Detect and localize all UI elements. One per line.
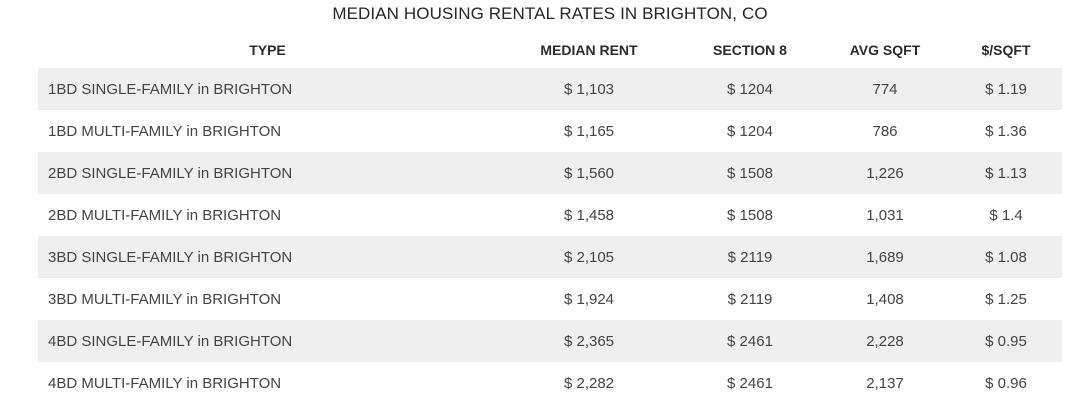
cell-price-per-sqft: $ 0.96 [985,374,1027,392]
table-row: 3BD SINGLE-FAMILY in BRIGHTON $ 2,105 $ 21… [38,236,1062,278]
cell-type: 4BD SINGLE-FAMILY in BRIGHTON [48,332,293,350]
table-row: 4BD MULTI-FAMILY in BRIGHTON $ 2,282 $ 246… [38,362,1062,404]
cell-price-per-sqft: $ 1.13 [985,164,1027,182]
cell-section-8: $ 2461 [727,374,773,392]
cell-median-rent: $ 2,365 [563,332,615,350]
cell-section-8: $ 2461 [727,332,773,350]
column-header-median-rent: MEDIAN RENT [540,42,638,58]
cell-avg-sqft: 786 [872,122,898,140]
cell-type: 1BD MULTI-FAMILY in BRIGHTON [48,122,282,140]
cell-avg-sqft: 1,408 [866,290,904,308]
table-row: 2BD MULTI-FAMILY in BRIGHTON $ 1,458 $ 150… [38,194,1062,236]
cell-median-rent: $ 1,924 [563,290,615,308]
cell-price-per-sqft: $ 1.19 [985,80,1027,98]
cell-median-rent: $ 1,103 [563,80,615,98]
cell-avg-sqft: 2,228 [866,332,904,350]
cell-avg-sqft: 774 [872,80,898,98]
cell-type: 2BD MULTI-FAMILY in BRIGHTON [48,206,282,224]
table-row: 1BD MULTI-FAMILY in BRIGHTON $ 1,165 $ 120… [38,110,1062,152]
cell-price-per-sqft: $ 1.25 [985,290,1027,308]
cell-price-per-sqft: $ 0.95 [985,332,1027,350]
cell-type: 1BD SINGLE-FAMILY in BRIGHTON [48,80,293,98]
cell-avg-sqft: 1,031 [866,206,904,224]
table-row: 2BD SINGLE-FAMILY in BRIGHTON $ 1,560 $ 15… [38,152,1062,194]
cell-section-8: $ 1204 [727,80,773,98]
table-row: 3BD MULTI-FAMILY in BRIGHTON $ 1,924 $ 211… [38,278,1062,320]
table-body: 1BD SINGLE-FAMILY in BRIGHTON $ 1,103 $ 12… [38,68,1062,404]
column-header-avg-sqft: AVG SQFT [849,42,921,58]
cell-avg-sqft: 1,226 [866,164,904,182]
column-header-section-8: SECTION 8 [713,42,787,58]
cell-type: 4BD MULTI-FAMILY in BRIGHTON [48,374,282,392]
cell-section-8: $ 1508 [727,164,773,182]
cell-median-rent: $ 1,458 [563,206,615,224]
table-row: 1BD SINGLE-FAMILY in BRIGHTON $ 1,103 $ 12… [38,68,1062,110]
table-row: 4BD SINGLE-FAMILY in BRIGHTON $ 2,365 $ 24… [38,320,1062,362]
column-header-type: TYPE [249,42,286,58]
column-header-price-per-sqft: $/SQFT [981,42,1031,58]
cell-price-per-sqft: $ 1.36 [985,122,1027,140]
cell-price-per-sqft: $ 1.08 [985,248,1027,266]
chart-title: MEDIAN HOUSING RENTAL RATES IN BRIGHTON,… [332,4,768,23]
table-header-row: TYPE MEDIAN RENT SECTION 8 AVG SQFT $/SQ… [38,32,1062,68]
cell-median-rent: $ 1,165 [563,122,615,140]
cell-avg-sqft: 2,137 [866,374,904,392]
cell-type: 3BD MULTI-FAMILY in BRIGHTON [48,290,282,308]
cell-type: 2BD SINGLE-FAMILY in BRIGHTON [48,164,293,182]
cell-section-8: $ 2119 [727,290,773,308]
cell-type: 3BD SINGLE-FAMILY in BRIGHTON [48,248,293,266]
cell-avg-sqft: 1,689 [866,248,904,266]
cell-section-8: $ 1204 [727,122,773,140]
cell-price-per-sqft: $ 1.4 [989,206,1023,224]
rental-rates-table: TYPE MEDIAN RENT SECTION 8 AVG SQFT $/SQ… [38,32,1062,404]
cell-section-8: $ 1508 [727,206,773,224]
cell-median-rent: $ 2,105 [563,248,615,266]
cell-median-rent: $ 2,282 [563,374,615,392]
cell-median-rent: $ 1,560 [563,164,615,182]
cell-section-8: $ 2119 [727,248,773,266]
